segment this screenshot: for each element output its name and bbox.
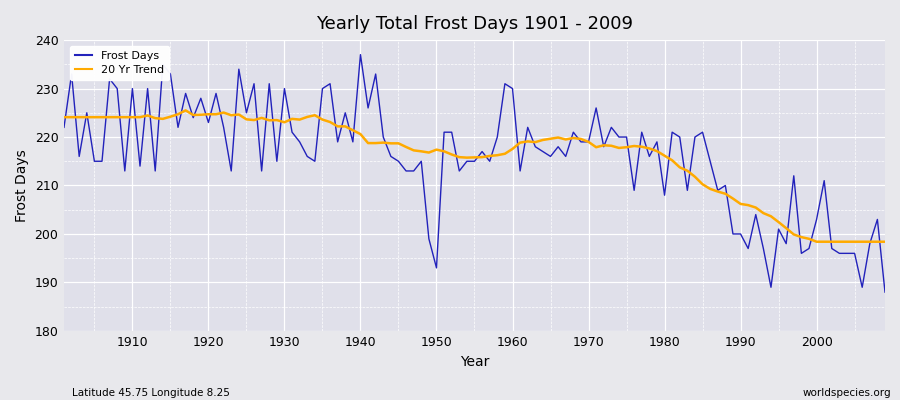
Legend: Frost Days, 20 Yr Trend: Frost Days, 20 Yr Trend — [69, 46, 169, 80]
X-axis label: Year: Year — [460, 355, 490, 369]
Text: Latitude 45.75 Longitude 8.25: Latitude 45.75 Longitude 8.25 — [72, 388, 230, 398]
Text: worldspecies.org: worldspecies.org — [803, 388, 891, 398]
Title: Yearly Total Frost Days 1901 - 2009: Yearly Total Frost Days 1901 - 2009 — [316, 15, 633, 33]
Y-axis label: Frost Days: Frost Days — [15, 149, 29, 222]
